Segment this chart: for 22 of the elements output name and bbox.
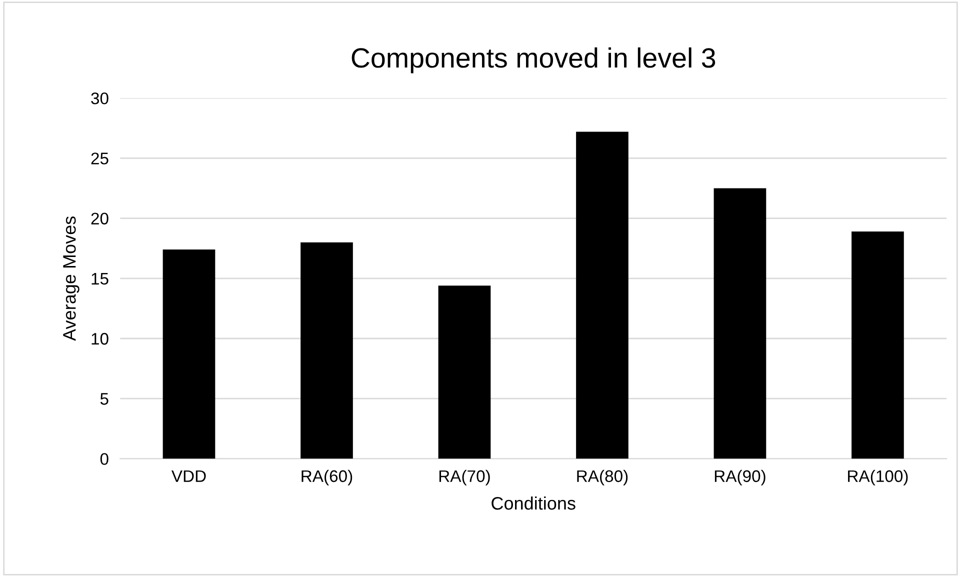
- y-tick-label: 20: [91, 212, 108, 224]
- x-tick-label: RA(90): [714, 470, 766, 486]
- bar: [714, 188, 766, 459]
- bar: [300, 242, 353, 459]
- y-tick-label: 5: [100, 393, 108, 405]
- y-tick-label: 0: [100, 453, 108, 465]
- x-axis-title: Conditions: [492, 496, 576, 510]
- y-tick-label: 10: [92, 332, 108, 345]
- y-tick-label: 30: [91, 92, 108, 104]
- y-tick-label: 25: [91, 152, 108, 164]
- x-tick-label: VDD: [171, 470, 206, 482]
- chart-title: Components moved in level 3: [352, 47, 716, 74]
- y-tick-label: 15: [92, 272, 108, 285]
- bar: [438, 286, 491, 459]
- bar: [852, 232, 904, 459]
- x-tick-label: RA(80): [577, 470, 628, 486]
- x-tick-label: RA(60): [302, 470, 352, 486]
- y-axis-title: Average Moves: [63, 216, 80, 341]
- bar: [162, 250, 216, 459]
- x-tick-label: RA(70): [439, 470, 490, 486]
- x-tick-label: RA(100): [848, 470, 908, 486]
- bar: [576, 132, 628, 459]
